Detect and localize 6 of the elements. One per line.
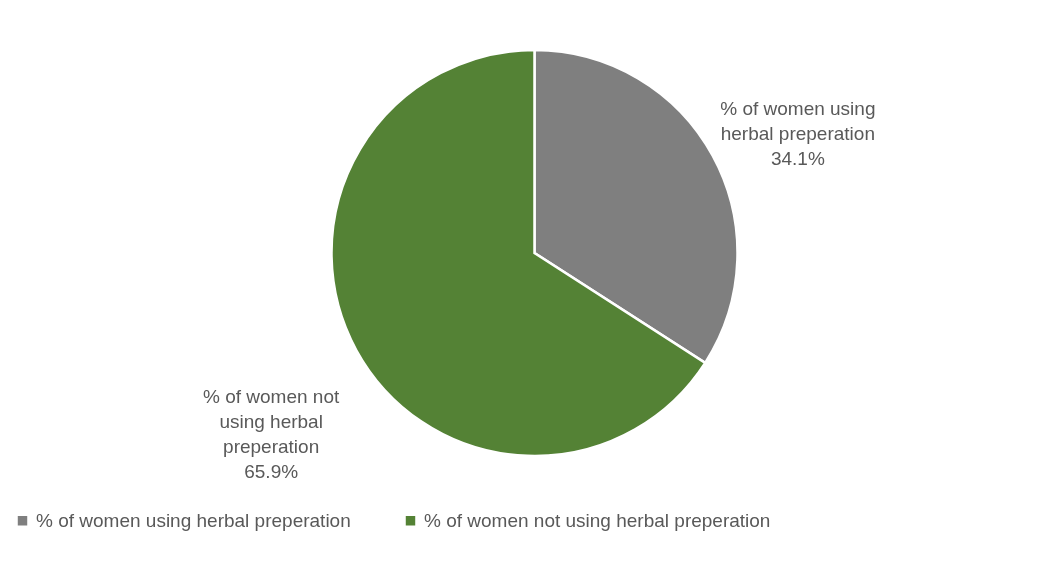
slice-label: % of women not using herbal preperation — [203, 385, 340, 457]
data-label: 65.9% — [244, 460, 299, 482]
legend-label: % of women using herbal preperation — [36, 509, 351, 531]
slice-label: % of women using herbal preperation — [720, 98, 876, 145]
legend-label: % of women not using herbal preperation — [424, 509, 771, 531]
data-label: 34.1% — [770, 148, 825, 170]
